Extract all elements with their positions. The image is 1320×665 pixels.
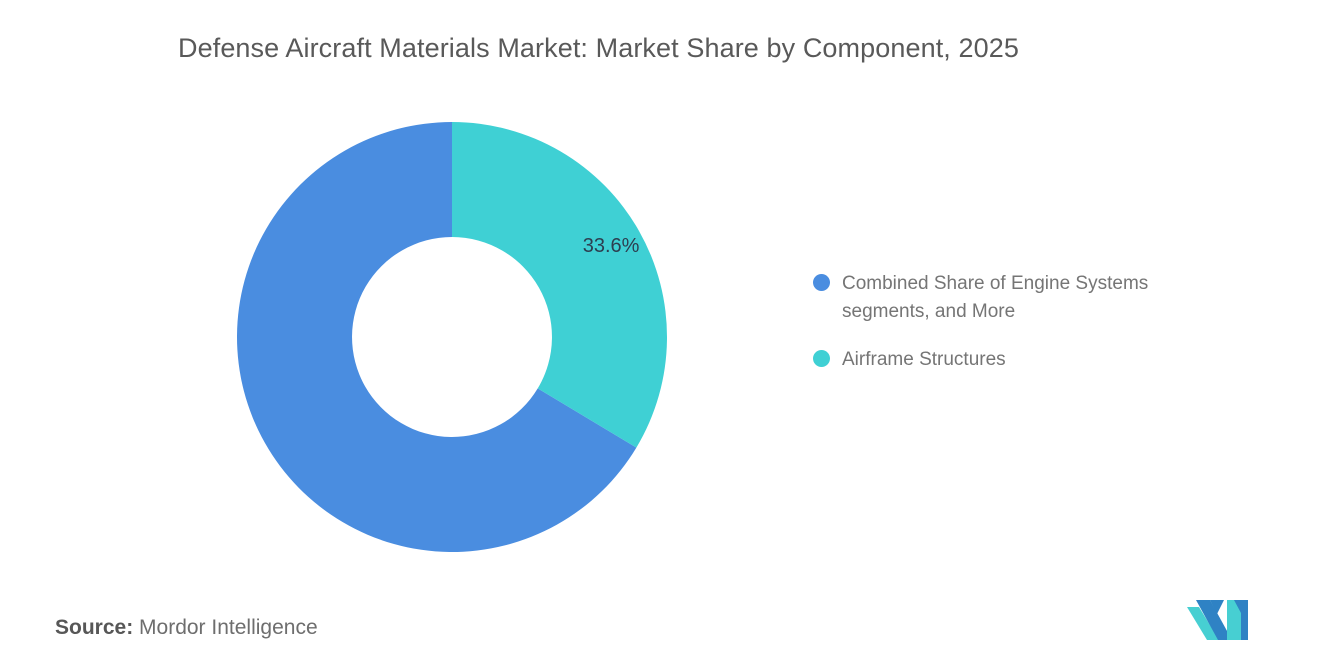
legend-item-airframe-structures[interactable]: Airframe Structures bbox=[813, 346, 1233, 374]
chart-legend: Combined Share of Engine Systems segment… bbox=[813, 270, 1233, 394]
source-label: Source: bbox=[55, 616, 134, 639]
pie-slice-value-label: 33.6% bbox=[583, 235, 640, 257]
source-value: Mordor Intelligence bbox=[139, 616, 318, 639]
page-title: Defense Aircraft Materials Market: Marke… bbox=[178, 33, 1019, 63]
legend-item-label: Airframe Structures bbox=[842, 349, 1006, 370]
legend-item-combined-share-of-engine-systems[interactable]: Combined Share of Engine Systems segment… bbox=[813, 270, 1233, 326]
legend-item-label: Combined Share of Engine Systems segment… bbox=[842, 273, 1149, 322]
donut-chart-svg: 33.6% bbox=[237, 122, 667, 552]
mordor-intelligence-logo-icon bbox=[1186, 599, 1256, 641]
donut-chart: 33.6% bbox=[237, 122, 667, 552]
pie-slice-combined-share-of-engine-systems[interactable] bbox=[237, 122, 637, 552]
source-attribution: Source: Mordor Intelligence bbox=[55, 613, 318, 643]
logo-svg bbox=[1187, 600, 1248, 640]
pie-slice-airframe-structures[interactable] bbox=[452, 122, 667, 448]
legend-color-swatch-icon bbox=[813, 350, 830, 367]
legend-color-swatch-icon bbox=[813, 274, 830, 291]
